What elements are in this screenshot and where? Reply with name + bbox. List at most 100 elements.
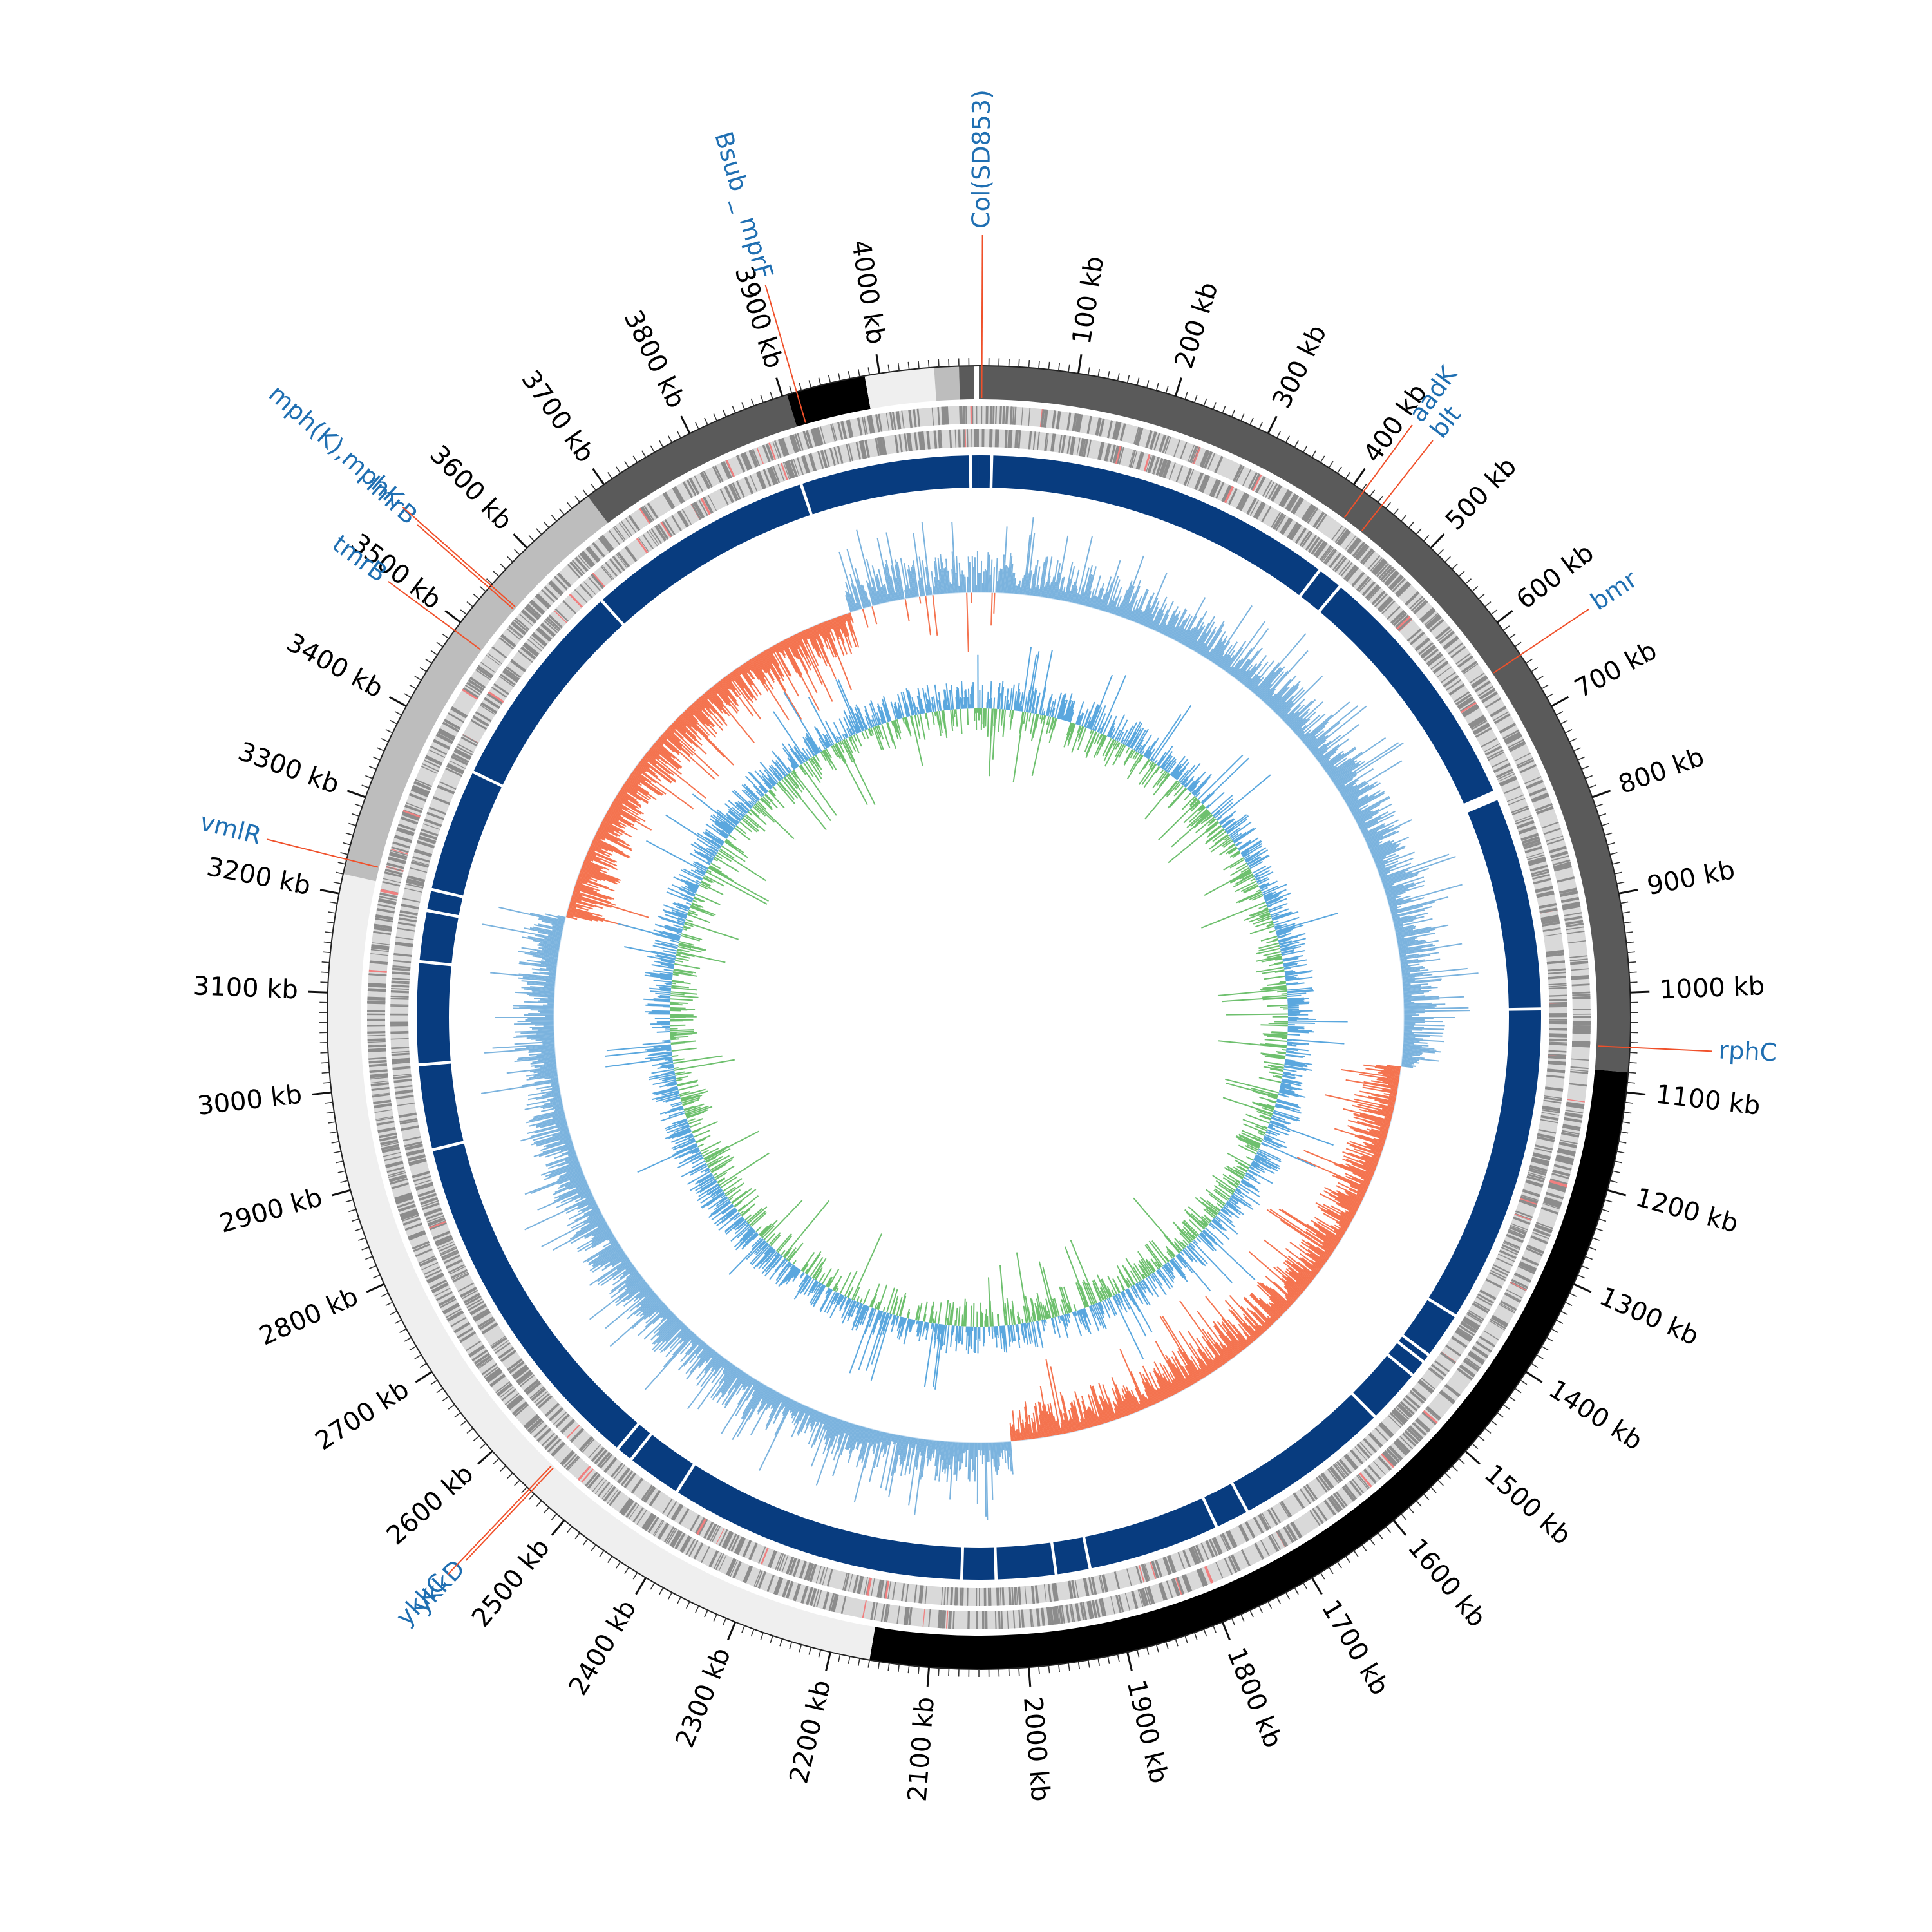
reverse-track-feature — [1270, 1507, 1282, 1524]
reverse-track-feature — [1340, 562, 1353, 577]
reverse-track-feature — [1052, 433, 1056, 452]
minor-tick — [567, 502, 573, 509]
gc-content-bar — [1401, 1060, 1420, 1064]
minor-tick — [1408, 1507, 1415, 1514]
tick-label: 1800 kb — [1221, 1643, 1288, 1752]
gc-content-bar — [568, 1159, 579, 1165]
forward-track-feature — [639, 507, 651, 524]
gc-content-bar — [1352, 1172, 1372, 1182]
forward-track-feature — [1307, 507, 1319, 524]
reverse-track-feature — [1371, 590, 1385, 605]
forward-track-feature — [419, 1258, 437, 1267]
reverse-track-feature — [520, 647, 535, 660]
gc-content-bar — [815, 1419, 840, 1486]
gc-content-bar — [526, 1036, 554, 1039]
tick-label: 3400 kb — [281, 628, 388, 704]
gc-content-bar — [565, 916, 578, 920]
reverse-track-feature — [421, 828, 439, 837]
minor-tick — [348, 1209, 357, 1213]
reverse-track-feature — [1459, 1325, 1475, 1336]
reverse-track-feature — [694, 1517, 706, 1535]
forward-track-feature — [524, 605, 540, 620]
gc-content-bar — [712, 1355, 722, 1368]
gc-content-bar — [544, 938, 561, 942]
gc-content-bar — [692, 703, 714, 728]
gc-content-bar — [800, 631, 808, 645]
reverse-track-feature — [1070, 436, 1075, 455]
gc-content-bar — [1381, 856, 1456, 882]
gc-content-bar — [816, 624, 822, 636]
reverse-track-feature — [876, 1579, 883, 1598]
gc-content-bar — [567, 911, 604, 922]
gc-content-bar — [1249, 1309, 1269, 1330]
gc-content-bar — [1251, 676, 1265, 692]
gc-content-bar — [1309, 1245, 1329, 1260]
gc-content-bar — [1269, 1287, 1291, 1307]
gc-content-bar — [955, 573, 958, 593]
forward-track-feature — [386, 1166, 405, 1173]
forward-track-feature — [1250, 473, 1261, 491]
forward-track-feature — [779, 438, 788, 457]
reverse-track-feature — [391, 981, 410, 985]
contig-block — [996, 1542, 1055, 1580]
reverse-track-feature — [1502, 1242, 1520, 1251]
reverse-track-feature — [395, 1089, 413, 1094]
gc-content-bar — [1312, 1264, 1321, 1271]
gc-content-bar — [818, 1414, 829, 1439]
gc-content-bar — [737, 667, 759, 697]
reverse-track-feature — [1506, 794, 1524, 802]
reverse-track-feature — [1471, 719, 1488, 730]
gc-content-bar — [1332, 763, 1360, 782]
gc-content-bar — [1402, 1050, 1423, 1054]
gc-content-bar — [1251, 1292, 1278, 1321]
gc-content-bar — [871, 587, 878, 605]
gc-content-bar — [1182, 1365, 1194, 1385]
gc-content-bar — [862, 608, 869, 628]
gc-content-bar — [1230, 1309, 1257, 1340]
contig-block — [632, 1435, 694, 1492]
major-tick — [727, 1622, 737, 1641]
gc-content-bar — [1005, 1441, 1007, 1451]
reverse-track-feature — [1047, 1584, 1052, 1602]
forward-track-feature — [1419, 607, 1435, 621]
minor-tick — [1607, 842, 1615, 846]
reverse-track-feature — [1279, 517, 1291, 534]
reverse-track-feature — [723, 1531, 733, 1549]
forward-track-feature — [701, 471, 711, 489]
forward-track-feature — [1546, 838, 1565, 846]
gc-content-bar — [1276, 1266, 1305, 1291]
gc-content-bar — [1377, 1077, 1399, 1083]
reverse-track-feature — [438, 1243, 456, 1253]
gc-content-bar — [960, 1442, 963, 1470]
gc-content-bar — [713, 1359, 727, 1376]
gc-content-bar — [1189, 626, 1204, 649]
gc-content-bar — [999, 1442, 1001, 1457]
minor-tick — [1213, 402, 1217, 410]
minor-tick — [1581, 766, 1589, 770]
gc-content-bar — [1291, 1271, 1309, 1287]
forward-track-feature — [1173, 1578, 1181, 1596]
gc-content-bar — [872, 1430, 878, 1445]
reverse-track-feature — [1409, 1390, 1425, 1405]
minor-tick — [1345, 1556, 1350, 1563]
reverse-track-feature — [1368, 1433, 1383, 1448]
minor-tick — [1514, 641, 1522, 647]
reverse-track-feature — [1434, 1359, 1450, 1372]
gc-content-bar — [527, 1093, 561, 1101]
gc-content-bar — [971, 556, 974, 593]
reverse-track-feature — [1223, 485, 1233, 503]
forward-track-feature — [1519, 1261, 1537, 1271]
forward-track-feature — [402, 810, 421, 819]
reverse-track-feature — [421, 1200, 439, 1208]
gc-content-bar — [654, 741, 676, 759]
forward-track-feature — [1053, 1606, 1057, 1625]
forward-track-feature — [507, 1396, 524, 1410]
forward-track-feature — [960, 406, 963, 424]
gc-content-bar — [1358, 1160, 1378, 1168]
minor-tick — [650, 445, 655, 453]
gc-content-bar — [612, 801, 646, 822]
reverse-track-feature — [587, 576, 601, 591]
major-tick — [312, 1091, 332, 1095]
gc-content-bar — [545, 959, 558, 963]
forward-track-feature — [806, 430, 813, 448]
